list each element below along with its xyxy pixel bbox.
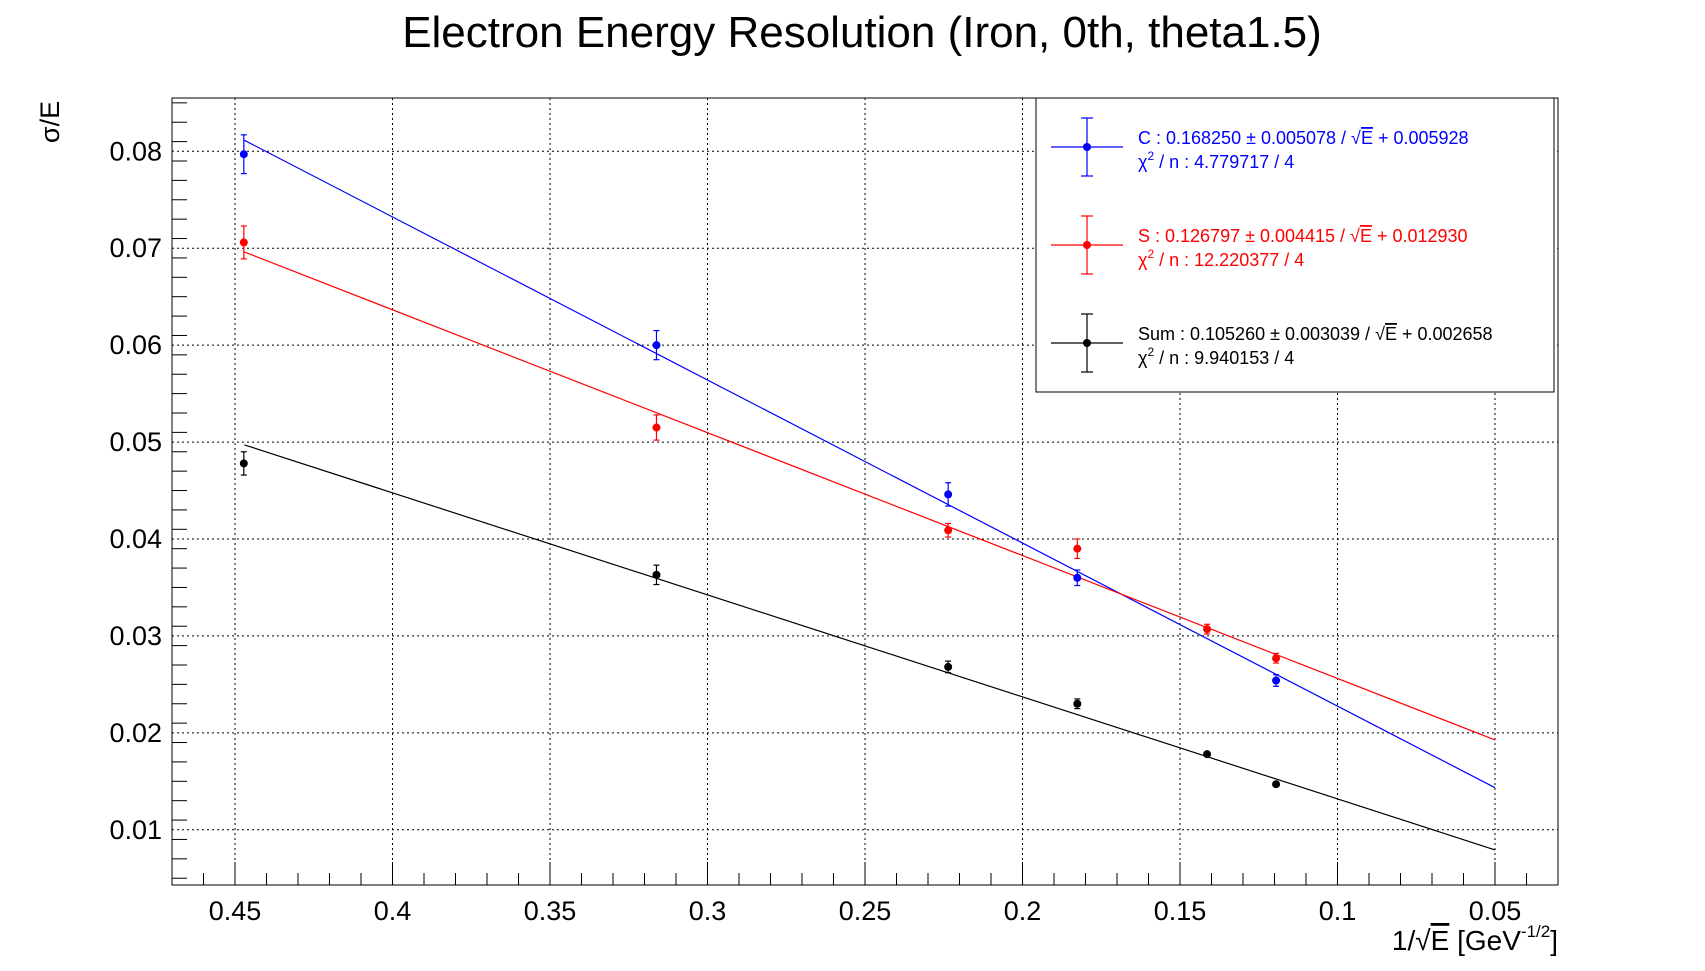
data-point-c (239, 150, 248, 159)
x-tick-label: 0.25 (839, 896, 892, 926)
x-axis-label: 1/√E [GeV-1/2] (1392, 922, 1558, 956)
x-label-unit-close: ] (1550, 925, 1558, 956)
x-tick-label: 0.4 (374, 896, 412, 926)
legend-label-c: C : 0.168250 ± 0.005078 / √E + 0.005928 (1138, 128, 1469, 148)
x-label-radicand: E (1431, 925, 1450, 956)
legend-chi2-s: χ2 / n : 12.220377 / 4 (1138, 247, 1304, 270)
legend-fit-const: + 0.002658 (1397, 324, 1493, 344)
legend-fit-const: + 0.005928 (1373, 128, 1469, 148)
x-label-unit: [GeV (1449, 925, 1521, 956)
legend-chi2-sum: χ2 / n : 9.940153 / 4 (1138, 345, 1294, 368)
x-tick-label: 0.3 (689, 896, 727, 926)
chart-title: Electron Energy Resolution (Iron, 0th, t… (402, 8, 1322, 57)
x-label-radical: √ (1415, 925, 1431, 956)
legend-fit-text: S : 0.126797 ± 0.004415 / (1138, 226, 1350, 246)
data-point-c (1272, 676, 1281, 685)
legend-chi-value: / n : 12.220377 / 4 (1154, 250, 1304, 270)
legend: C : 0.168250 ± 0.005078 / √E + 0.005928χ… (1035, 97, 1555, 393)
legend-fit-text: Sum : 0.105260 ± 0.003039 / (1138, 324, 1375, 344)
y-tick-label: 0.06 (109, 330, 162, 360)
legend-fit-const: + 0.012930 (1372, 226, 1468, 246)
fit-line-sum (244, 444, 1496, 851)
data-point-s (1203, 625, 1212, 634)
x-tick-label: 0.1 (1319, 896, 1357, 926)
y-tick-label: 0.02 (109, 718, 162, 748)
legend-chi-value: / n : 4.779717 / 4 (1154, 152, 1294, 172)
data-point-s (652, 423, 661, 432)
x-tick-label: 0.15 (1154, 896, 1207, 926)
y-axis: 0.01 0.02 0.03 0.04 0.05 0.06 0.07 0.08 (109, 102, 187, 879)
y-tick-label: 0.05 (109, 427, 162, 457)
legend-chi: χ (1138, 152, 1148, 172)
x-axis: 0.45 0.4 0.35 0.3 0.25 0.2 0.15 0.1 0.05 (203, 862, 1559, 926)
x-tick-label: 0.35 (524, 896, 577, 926)
data-point-c (944, 490, 953, 499)
fit-line-c (244, 139, 1496, 789)
y-tick-label: 0.03 (109, 621, 162, 651)
data-point-sum (239, 459, 248, 468)
legend-label-s: S : 0.126797 ± 0.004415 / √E + 0.012930 (1138, 226, 1468, 246)
legend-chi-exponent: 2 (1147, 247, 1154, 261)
x-label-unit-exponent: -1/2 (1521, 922, 1550, 941)
y-axis-label: σ/E (35, 101, 65, 143)
x-tick-label: 0.05 (1469, 896, 1522, 926)
legend-chi-exponent: 2 (1147, 345, 1154, 359)
legend-radicand: E (1360, 226, 1372, 246)
legend-chi2-c: χ2 / n : 4.779717 / 4 (1138, 149, 1294, 172)
legend-label-sum: Sum : 0.105260 ± 0.003039 / √E + 0.00265… (1138, 324, 1493, 344)
data-point-s (1272, 654, 1281, 663)
data-point-c (652, 341, 661, 350)
legend-radicand: E (1361, 128, 1373, 148)
legend-marker-sum (1083, 339, 1091, 347)
data-point-sum (944, 662, 953, 671)
fit-lines (244, 139, 1496, 851)
legend-fit-text: C : 0.168250 ± 0.005078 / (1138, 128, 1351, 148)
y-tick-label: 0.07 (109, 233, 162, 263)
legend-marker-s (1083, 241, 1091, 249)
y-tick-label: 0.08 (109, 136, 162, 166)
data-point-sum (1272, 780, 1281, 789)
data-point-sum (1203, 750, 1212, 759)
legend-chi: χ (1138, 348, 1148, 368)
y-tick-label: 0.04 (109, 524, 162, 554)
x-tick-label: 0.2 (1004, 896, 1042, 926)
data-point-sum (652, 570, 661, 579)
y-tick-label: 0.01 (109, 815, 162, 845)
data-point-sum (1073, 699, 1082, 708)
legend-radical: √ (1351, 128, 1361, 148)
data-points (239, 134, 1281, 789)
legend-radical: √ (1350, 226, 1360, 246)
legend-chi-value: / n : 9.940153 / 4 (1154, 348, 1294, 368)
data-point-s (1073, 544, 1082, 553)
legend-radicand: E (1385, 324, 1397, 344)
data-point-c (1073, 573, 1082, 582)
legend-marker-c (1083, 143, 1091, 151)
x-tick-label: 0.45 (209, 896, 262, 926)
x-label-prefix: 1/ (1392, 925, 1416, 956)
legend-chi-exponent: 2 (1147, 149, 1154, 163)
fit-line-s (244, 251, 1496, 741)
data-point-s (944, 526, 953, 535)
legend-radical: √ (1375, 324, 1385, 344)
data-point-s (239, 238, 248, 247)
legend-chi: χ (1138, 250, 1148, 270)
